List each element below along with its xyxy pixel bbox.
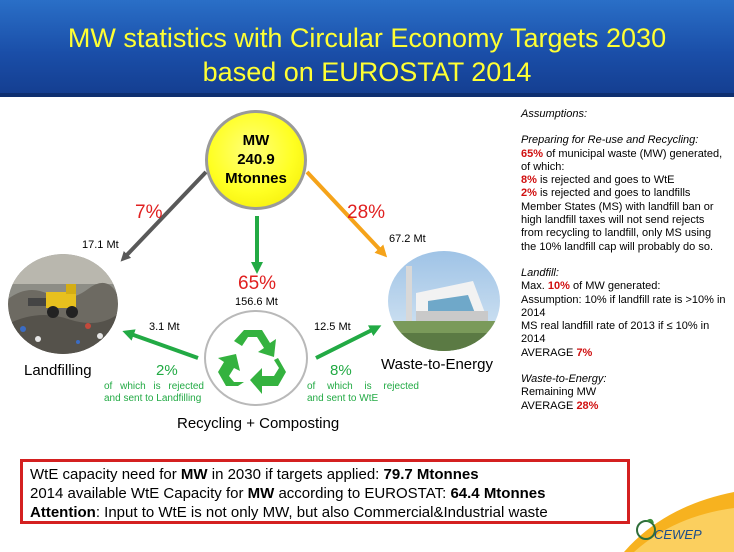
mw-unit: Mtonnes xyxy=(225,170,287,187)
reject-landfill-percent: 2% xyxy=(156,362,178,379)
wte-mt: 67.2 Mt xyxy=(389,233,426,245)
landfilling-label: Landfilling xyxy=(24,362,92,379)
mw-total-circle: MW 240.9 Mtonnes xyxy=(205,110,307,210)
assumptions-heading: Assumptions: xyxy=(521,108,588,120)
summary-line-2: 2014 available WtE Capacity for MW accor… xyxy=(30,485,546,502)
arrow-to-wte xyxy=(305,170,388,258)
reject-wte-mt: 12.5 Mt xyxy=(314,321,351,333)
wte-remaining-line: Remaining MW xyxy=(521,386,597,399)
landfill-average-line: AVERAGE 7% xyxy=(521,346,593,359)
cewep-logo-text: CEWEP xyxy=(654,527,702,542)
header-stripe xyxy=(0,93,734,97)
landfill-mt: 17.1 Mt xyxy=(82,239,119,251)
title-line-1: MW statistics with Circular Economy Targ… xyxy=(67,23,667,53)
reuse-wte-line: 8% is rejected and goes to WtE xyxy=(521,174,675,187)
landfill-photo xyxy=(8,254,118,354)
reject-landfill-note: of which is rejected and sent to Landfil… xyxy=(104,381,204,404)
arrow-to-landfill xyxy=(120,170,208,262)
summary-line-1: WtE capacity need for MW in 2030 if targ… xyxy=(30,466,479,483)
recycling-percent: 65% xyxy=(238,273,277,294)
title-line-2: based on EUROSTAT 2014 xyxy=(202,57,532,87)
recycling-mt: 156.6 Mt xyxy=(235,296,278,308)
mw-value: 240.9 xyxy=(237,151,275,168)
summary-line-3: Attention: Input to WtE is not only MW, … xyxy=(30,504,548,521)
reuse-line: 65% of municipal waste (MW) generated, o… xyxy=(521,147,723,173)
arrow-reject-wte xyxy=(315,325,382,360)
assumptions-panel: Assumptions: Preparing for Re-use and Re… xyxy=(521,108,726,413)
reuse-heading: Preparing for Re-use and Recycling: xyxy=(521,134,699,147)
reject-landfill-mt: 3.1 Mt xyxy=(149,321,180,333)
wte-plant-photo xyxy=(388,251,500,351)
landfill-heading: Landfill: xyxy=(521,266,559,279)
recycling-icon xyxy=(204,310,308,406)
wte-percent: 28% xyxy=(347,202,386,223)
wte-label: Waste-to-Energy xyxy=(381,356,493,373)
landfill-ms-line: MS real landfill rate of 2013 if ≤ 10% i… xyxy=(521,320,710,346)
wte-heading: Waste-to-Energy: xyxy=(521,373,607,386)
reject-wte-percent: 8% xyxy=(330,362,352,379)
mw-label: MW xyxy=(242,132,270,149)
landfill-assumption-line: Assumption: 10% if landfill rate is >10%… xyxy=(521,293,726,319)
cewep-logo: CEWEP xyxy=(624,492,734,552)
header-banner xyxy=(0,0,734,97)
wte-average-line: AVERAGE 28% xyxy=(521,399,599,412)
reject-wte-note: of which is rejected and sent to WtE xyxy=(307,381,419,404)
landfill-max-line: Max. 10% of MW generated: xyxy=(521,280,661,293)
recycling-label: Recycling + Composting xyxy=(177,415,340,432)
landfill-percent: 7% xyxy=(135,202,163,223)
arrow-reject-landfill xyxy=(122,329,199,360)
summary-box: WtE capacity need for MW in 2030 if targ… xyxy=(20,459,630,524)
reuse-landfill-line: 2% is rejected and goes to landfills Mem… xyxy=(521,187,714,253)
